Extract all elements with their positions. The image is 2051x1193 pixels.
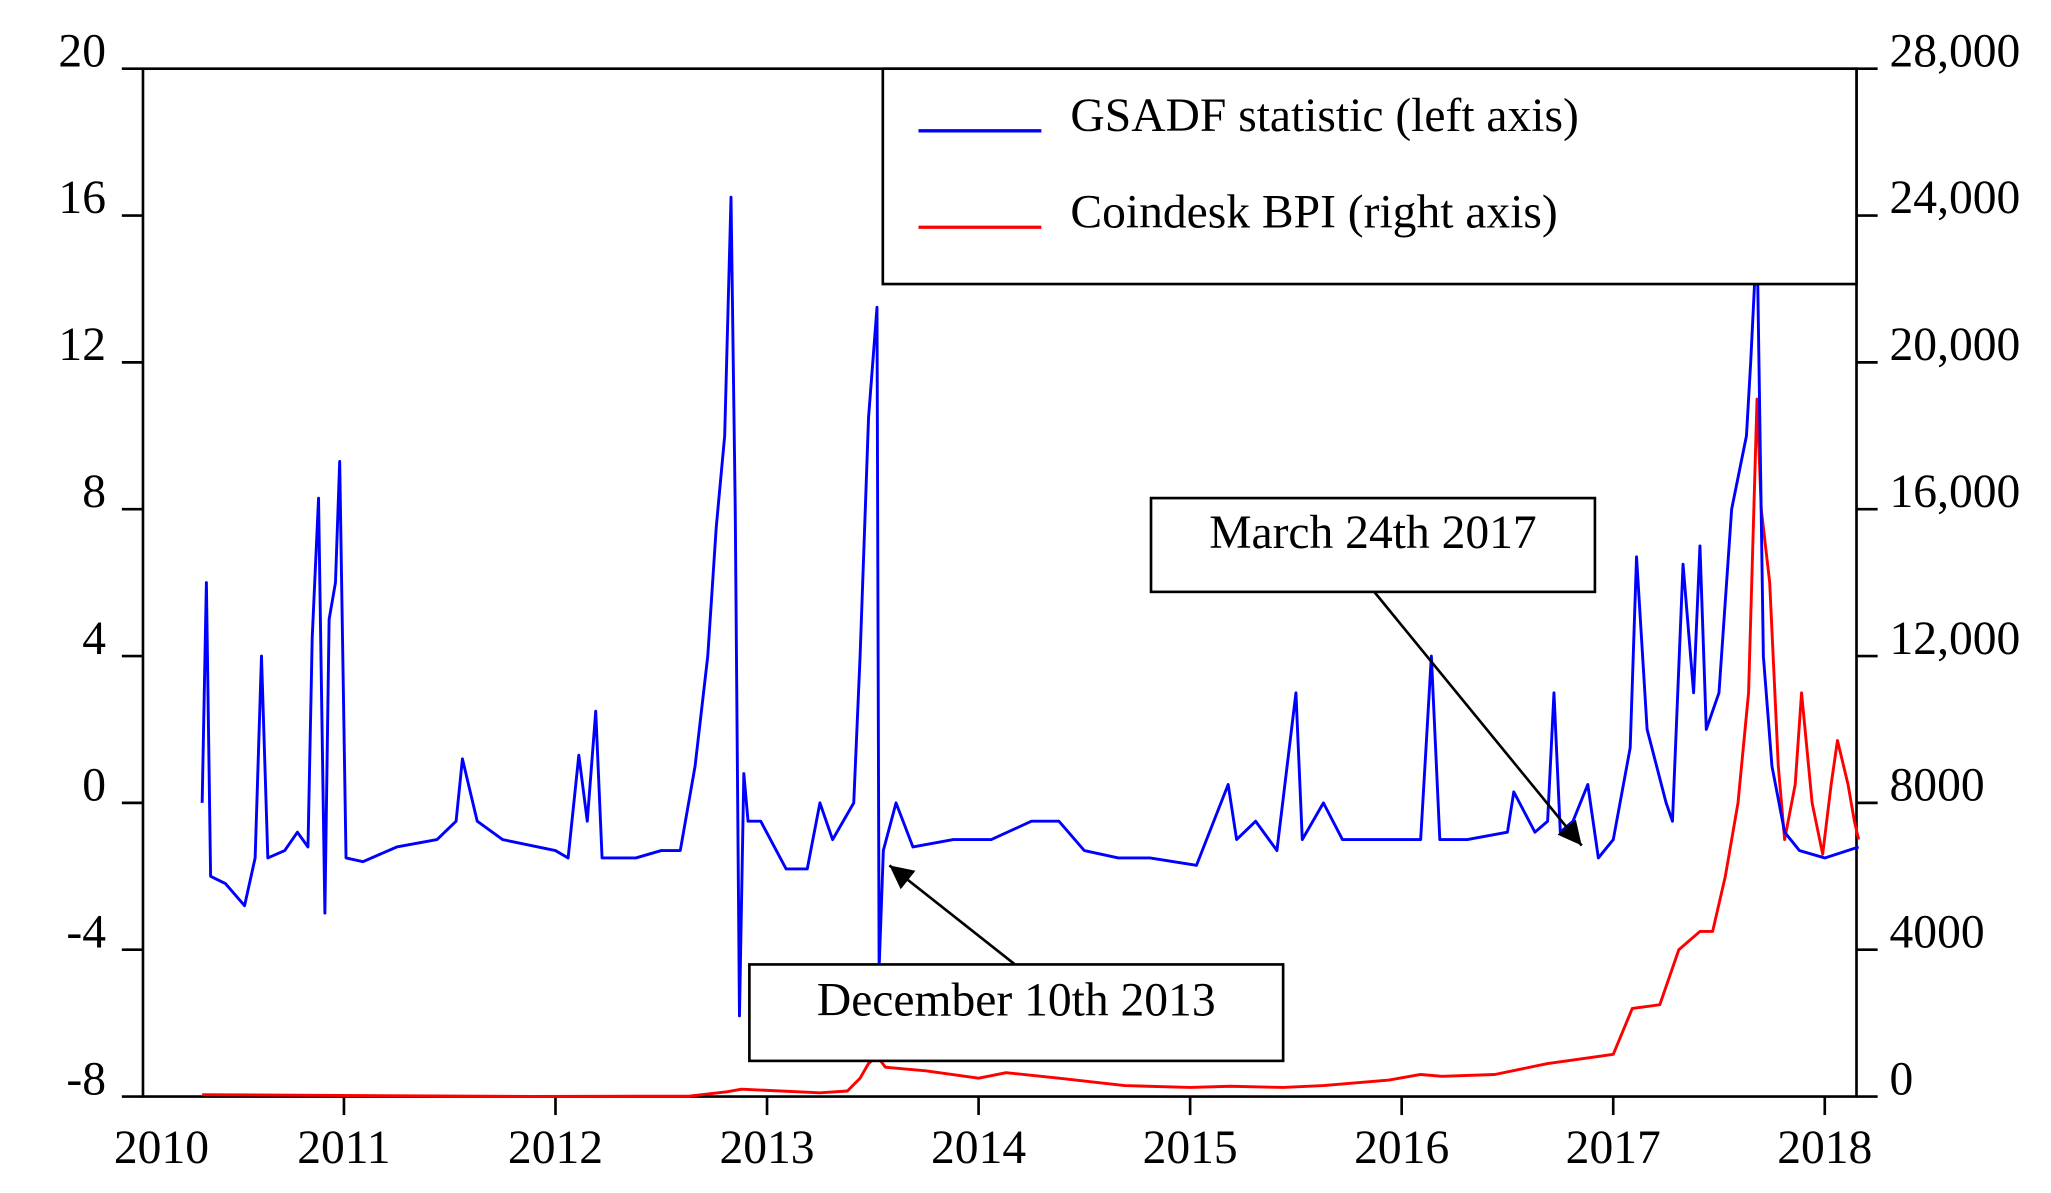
y-tick-label: 0 (82, 760, 106, 812)
annotation-arrow (1373, 591, 1583, 847)
y2-tick-label: 12,000 (1890, 613, 2021, 665)
x-tick-label: 2015 (1143, 1122, 1238, 1174)
series-line (200, 195, 1860, 1018)
y-tick-label: 4 (82, 613, 106, 665)
y2-tick-label: 20,000 (1890, 319, 2021, 371)
x-tick-label: 2014 (931, 1122, 1026, 1174)
y2-tick-label: 16,000 (1890, 466, 2021, 518)
y-tick-label: 8 (82, 466, 106, 518)
series-line (202, 397, 1861, 1098)
annotation-text: December 10th 2013 (817, 975, 1216, 1027)
y2-tick-label: 4000 (1890, 906, 1985, 958)
annotation-arrow (888, 864, 1016, 966)
y-tick-label: 20 (58, 25, 106, 77)
y2-tick-label: 28,000 (1890, 25, 2021, 77)
y-tick-label: 12 (58, 319, 106, 371)
annotation-box (748, 963, 1285, 1063)
annotation-box (1149, 496, 1597, 594)
legend-box (881, 67, 1858, 286)
x-tick-label: 2011 (297, 1122, 390, 1174)
y-tick-label: -8 (66, 1053, 106, 1105)
y2-tick-label: 24,000 (1890, 172, 2021, 224)
legend-label: Coindesk BPI (right axis) (1070, 187, 1557, 239)
y-tick-label: -4 (66, 906, 106, 958)
x-tick-label: 2010 (114, 1122, 209, 1174)
legend-label: GSADF statistic (left axis) (1070, 90, 1578, 142)
x-tick-label: 2017 (1566, 1122, 1661, 1174)
x-tick-label: 2016 (1354, 1122, 1449, 1174)
y2-tick-label: 0 (1890, 1053, 1914, 1105)
x-tick-label: 2018 (1777, 1122, 1872, 1174)
x-tick-label: 2013 (719, 1122, 814, 1174)
annotation-text: March 24th 2017 (1209, 507, 1536, 559)
y2-tick-label: 8000 (1890, 760, 1985, 812)
x-tick-label: 2012 (508, 1122, 603, 1174)
y-tick-label: 16 (58, 172, 106, 224)
